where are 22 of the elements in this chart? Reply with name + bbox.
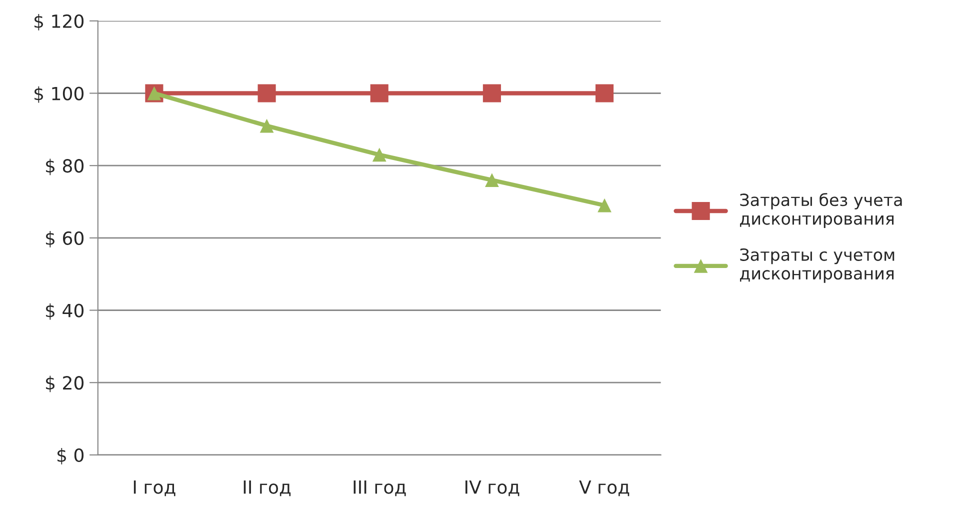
legend-label: Затраты с учетом дисконтирования (740, 248, 894, 283)
point (482, 84, 501, 102)
point (596, 84, 614, 102)
point (370, 84, 388, 102)
y-tick-label: $ 100 (34, 86, 84, 103)
x-tick-label: I год (134, 480, 176, 496)
legend-label: Затраты без учета дисконтирования (740, 192, 902, 228)
point (258, 84, 276, 102)
x-tick-label: V год (579, 480, 630, 496)
y-tick-label: $ 80 (46, 158, 84, 176)
y-tick-label: $ 20 (46, 376, 84, 392)
point (372, 148, 386, 162)
y-tick-label: $ 60 (46, 231, 84, 248)
point (598, 198, 612, 212)
x-tick-label: III год (354, 480, 406, 496)
x-tick-label: IV год (466, 480, 520, 496)
point (260, 118, 274, 133)
y-tick-label: $ 120 (34, 14, 84, 30)
point (485, 173, 499, 187)
y-tick-label: $ 40 (46, 303, 84, 320)
x-tick-label: II год (244, 480, 291, 496)
y-tick-label: $ 0 (57, 448, 84, 464)
